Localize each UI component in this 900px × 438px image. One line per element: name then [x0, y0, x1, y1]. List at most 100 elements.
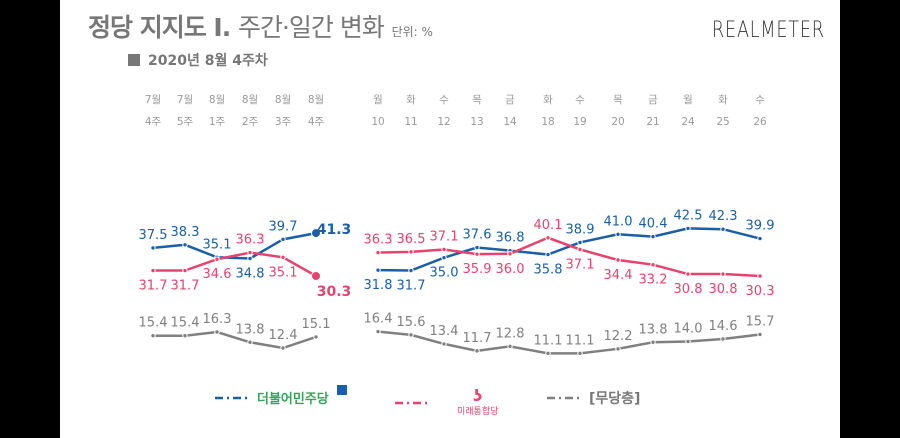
data-point [408, 332, 414, 338]
data-label: 35.0 [430, 266, 459, 281]
data-label: 41.0 [604, 214, 633, 229]
data-point [507, 251, 513, 257]
data-point [577, 239, 583, 246]
data-label: 15.7 [746, 314, 775, 329]
legend-label: 더불어민주당 [257, 392, 329, 407]
data-point [375, 267, 381, 273]
data-point [441, 246, 447, 253]
data-point [577, 350, 583, 357]
data-label: 13.8 [236, 322, 265, 337]
x-tick-label: 19 [573, 116, 586, 128]
data-label: 14.6 [709, 319, 738, 334]
data-point [757, 331, 763, 338]
data-point [408, 267, 414, 274]
unit-label: 단위: % [391, 25, 433, 39]
data-point [150, 267, 156, 274]
data-label: 39.7 [269, 219, 298, 234]
data-point [615, 257, 621, 263]
data-label: 36.8 [496, 231, 525, 246]
data-point [150, 245, 156, 251]
data-label: 13.8 [639, 322, 668, 337]
data-label: 37.1 [430, 229, 459, 244]
x-tick-label: 8월 [242, 94, 258, 106]
data-point [507, 343, 513, 350]
data-point [375, 328, 381, 335]
data-label: 33.2 [639, 273, 668, 288]
x-tick-label: 8월 [275, 94, 291, 106]
x-tick-label: 3주 [275, 116, 292, 128]
x-tick-label: 25 [716, 116, 729, 128]
data-label: 42.5 [674, 208, 703, 223]
x-tick-label: 21 [646, 116, 659, 128]
data-point [182, 242, 188, 248]
data-point [685, 338, 691, 345]
x-tick-label: 화 [543, 94, 553, 106]
x-tick-label: 1주 [209, 116, 226, 128]
data-label: 36.0 [496, 262, 525, 277]
data-label: 11.1 [566, 333, 595, 348]
data-label: 31.8 [364, 278, 393, 293]
data-label: 38.3 [171, 225, 200, 240]
x-tick-label: 수 [439, 94, 449, 106]
data-point [757, 235, 763, 242]
x-tick-label: 10 [371, 116, 384, 128]
x-tick-label: 8월 [209, 94, 225, 106]
series-line-daily-0 [377, 227, 761, 272]
legend-item-democratic: 더불어민주당 [215, 384, 347, 407]
data-label: 12.8 [496, 326, 525, 341]
data-label: 34.8 [236, 266, 265, 281]
x-tick-label: 목 [613, 94, 623, 106]
x-tick-label: 18 [541, 116, 554, 128]
data-point [311, 228, 321, 239]
chart-panel [60, 0, 840, 438]
data-label: 31.7 [139, 279, 168, 294]
legend-item-unified: ʖ 미래통합당 [395, 388, 498, 417]
x-tick-label: 13 [470, 116, 483, 128]
square-bullet-icon [128, 54, 140, 66]
data-label: 37.6 [463, 228, 492, 243]
x-tick-label: 7월 [145, 94, 161, 106]
x-tick-label: 4주 [308, 116, 325, 128]
legend-item-independent: [무당층] [547, 388, 640, 408]
x-tick-label: 12 [437, 116, 450, 128]
x-tick-label: 11 [404, 116, 417, 128]
x-tick-label: 20 [611, 116, 624, 128]
x-tick-label: 금 [505, 94, 515, 106]
data-point [545, 235, 551, 241]
x-tick-label: 목 [472, 94, 482, 106]
subtitle-text: 2020년 8월 4주차 [148, 53, 268, 69]
data-point [650, 233, 656, 240]
x-tick-label: 14 [503, 116, 517, 128]
data-label: 31.7 [171, 279, 200, 294]
data-point [280, 345, 286, 351]
x-tick-label: 월 [373, 94, 383, 106]
legend-line-icon [215, 396, 249, 399]
party-logo-icon: ʖ [473, 386, 483, 405]
data-point [182, 267, 188, 274]
data-point [757, 273, 763, 279]
data-label: 13.4 [430, 324, 459, 339]
data-label: 37.1 [566, 257, 595, 272]
data-label: 36.3 [236, 233, 265, 248]
data-label: 40.4 [639, 217, 668, 232]
data-point [720, 226, 726, 232]
x-tick-label: 월 [683, 94, 693, 106]
data-label: 16.3 [203, 312, 232, 327]
data-label: 35.1 [203, 237, 232, 252]
data-label: 40.1 [534, 218, 563, 233]
data-point [615, 231, 621, 237]
x-tick-label: 수 [755, 94, 765, 106]
data-label: 30.3 [317, 284, 352, 300]
data-label: 11.1 [534, 333, 563, 348]
x-tick-label: 8월 [308, 94, 324, 106]
data-point [720, 336, 726, 342]
x-tick-label: 24 [681, 116, 695, 128]
data-point [375, 249, 381, 256]
data-label: 34.6 [203, 267, 232, 282]
data-label: 39.9 [746, 219, 775, 234]
data-point [441, 254, 447, 261]
title-light: 주간·일간 변화 [237, 13, 385, 42]
series-line-daily-1 [377, 236, 761, 278]
